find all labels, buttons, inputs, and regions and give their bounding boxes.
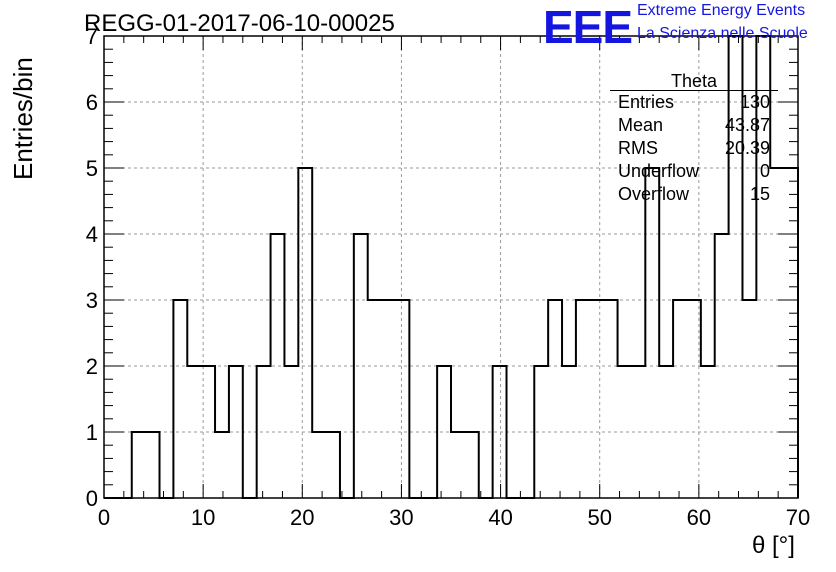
histogram-bin bbox=[201, 366, 215, 498]
stats-label: Entries bbox=[618, 92, 675, 112]
histogram-bin bbox=[493, 366, 507, 498]
logo-line-2: La Scienza nelle Scuole bbox=[637, 25, 808, 42]
histogram-bin bbox=[562, 366, 576, 498]
histogram-bin bbox=[229, 366, 243, 498]
histogram-bin bbox=[284, 366, 298, 498]
histogram-bin bbox=[173, 300, 187, 498]
stats-label: RMS bbox=[618, 138, 658, 158]
histogram-bin bbox=[631, 366, 645, 498]
x-tick-label: 0 bbox=[98, 505, 110, 530]
histogram-bin bbox=[312, 432, 326, 498]
tick-labels: 0 10 20 30 40 50 60 70 0 1 2 3 4 5 6 7 bbox=[86, 24, 810, 530]
stats-box: Theta Entries 130 Mean 43.87 RMS 20.39 U… bbox=[610, 70, 778, 206]
histogram-bin bbox=[715, 234, 729, 498]
stats-value: 130 bbox=[739, 92, 770, 112]
logo-line-1: Extreme Energy Events bbox=[637, 2, 806, 19]
stats-row-overflow: Overflow 15 bbox=[610, 183, 778, 206]
y-tick-label: 5 bbox=[86, 156, 98, 181]
stats-row-underflow: Underflow 0 bbox=[610, 160, 778, 183]
histogram-bin bbox=[534, 366, 548, 498]
histogram-bin bbox=[437, 366, 451, 498]
stats-title: Theta bbox=[610, 70, 778, 91]
histogram-bin bbox=[395, 300, 409, 498]
y-tick-label: 0 bbox=[86, 486, 98, 511]
stats-label: Overflow bbox=[618, 184, 690, 204]
histogram-line bbox=[104, 35, 799, 499]
x-tick-label: 60 bbox=[687, 505, 711, 530]
histogram-bin bbox=[576, 300, 590, 498]
histogram-series bbox=[104, 35, 799, 499]
y-axis-label: Entries/bin bbox=[8, 57, 38, 180]
histogram-bin bbox=[271, 234, 285, 498]
histogram-bin bbox=[298, 168, 312, 498]
histogram-bin bbox=[465, 432, 479, 498]
histogram-bin bbox=[326, 432, 340, 498]
histogram-bin bbox=[604, 300, 618, 498]
stats-row-entries: Entries 130 bbox=[610, 91, 778, 114]
histogram-bin bbox=[215, 432, 229, 498]
eee-logo: EEE bbox=[543, 1, 633, 53]
histogram-bin bbox=[742, 300, 756, 498]
histogram-bin bbox=[784, 168, 798, 498]
y-tick-label: 2 bbox=[86, 354, 98, 379]
x-tick-label: 20 bbox=[290, 505, 314, 530]
stats-value: 43.87 bbox=[724, 115, 770, 135]
histogram-bin bbox=[257, 366, 271, 498]
stats-row-mean: Mean 43.87 bbox=[610, 114, 778, 137]
histogram-bin bbox=[701, 366, 715, 498]
x-axis-label: θ [°] bbox=[752, 532, 795, 559]
histogram-bin bbox=[659, 366, 673, 498]
histogram-bin bbox=[618, 366, 632, 498]
histogram-bin bbox=[146, 432, 160, 498]
axis-ticks bbox=[103, 35, 799, 499]
chart-title: REGG-01-2017-06-10-00025 bbox=[84, 10, 395, 37]
stats-label: Underflow bbox=[618, 161, 700, 181]
y-tick-label: 7 bbox=[86, 24, 98, 49]
histogram-bin bbox=[354, 234, 368, 498]
x-tick-label: 30 bbox=[389, 505, 413, 530]
histogram-bin bbox=[673, 300, 687, 498]
plot-frame bbox=[103, 35, 799, 499]
x-tick-label: 70 bbox=[786, 505, 810, 530]
histogram-bin bbox=[187, 366, 201, 498]
histogram-bin bbox=[382, 300, 396, 498]
x-tick-label: 40 bbox=[488, 505, 512, 530]
histogram-bin bbox=[687, 300, 701, 498]
stats-value: 15 bbox=[749, 184, 770, 204]
y-tick-label: 1 bbox=[86, 420, 98, 445]
histogram-bin bbox=[645, 168, 659, 498]
y-tick-label: 4 bbox=[86, 222, 98, 247]
histogram-bin bbox=[590, 300, 604, 498]
stats-row-rms: RMS 20.39 bbox=[610, 137, 778, 160]
x-tick-label: 10 bbox=[191, 505, 215, 530]
histogram-bin bbox=[451, 432, 465, 498]
histogram-bin bbox=[368, 300, 382, 498]
stats-value: 0 bbox=[759, 161, 770, 181]
stats-value: 20.39 bbox=[724, 138, 770, 158]
x-tick-label: 50 bbox=[587, 505, 611, 530]
histogram-bin bbox=[548, 300, 562, 498]
histogram-bin bbox=[770, 168, 784, 498]
stats-label: Mean bbox=[618, 115, 664, 135]
y-tick-label: 6 bbox=[86, 90, 98, 115]
y-tick-label: 3 bbox=[86, 288, 98, 313]
histogram-bin bbox=[132, 432, 146, 498]
